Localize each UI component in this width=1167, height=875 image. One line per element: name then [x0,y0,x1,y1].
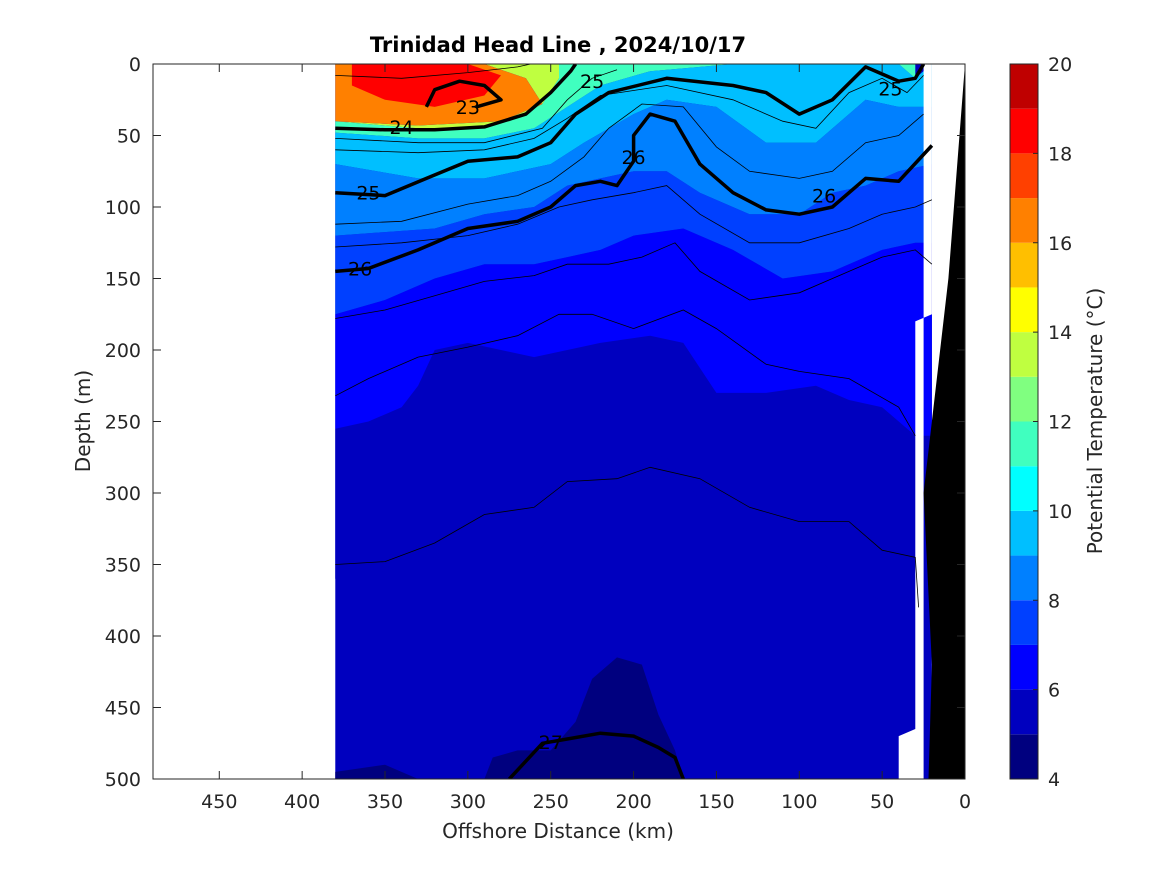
x-tick-label: 150 [698,791,734,813]
x-tick-label: 250 [533,791,569,813]
isopycnal-27 [508,731,685,779]
thin-contour [335,242,933,319]
temperature-band [335,335,916,601]
x-tick-label: 450 [201,791,237,813]
colorbar-tick-label: 6 [1048,680,1060,702]
temperature-band [335,64,559,129]
chart-title: Trinidad Head Line , 2024/10/17 [370,33,746,57]
y-tick-label: 100 [105,197,141,219]
isopycnal-labels: 23 24 25 25 25 26 26 26 27 [348,71,902,754]
colorbar-segment [1010,64,1038,109]
colorbar-segment [1010,198,1038,243]
temperature-band [351,64,501,107]
isopycnal-label: 25 [878,78,902,100]
colorbar-tick-label: 18 [1048,143,1072,165]
colorbar-segment [1010,644,1038,690]
colorbar-tick-label: 4 [1048,769,1060,791]
isopycnal-label: 24 [389,117,413,139]
isopycnal-contours [335,64,934,779]
colorbar-segment [1010,287,1038,333]
thin-contour [335,69,618,144]
temperature-band [335,228,932,436]
colorbar-segment [1010,376,1038,422]
isopycnal-label: 26 [348,258,372,280]
colorbar-segment [1010,689,1038,735]
colorbar-tick-label: 16 [1048,233,1072,255]
thin-contour [335,466,919,608]
colorbar [1009,63,1039,780]
y-tick-label: 400 [105,626,141,648]
y-tick-label: 300 [105,483,141,505]
isopycnal-label: 25 [580,71,604,93]
y-tick-label: 500 [105,769,141,791]
thin-contour [335,309,916,437]
isopycnal-label: 23 [456,97,480,119]
colorbar-tick-label: 20 [1048,54,1072,76]
x-tick-label: 350 [367,791,403,813]
isopycnal-23 [424,79,503,109]
isopycnal-24 [335,64,578,132]
sea-floor [923,64,965,779]
isopycnal-26 [335,112,934,274]
temperature-band-cold [335,764,419,779]
y-tick-label: 200 [105,340,141,362]
seafloor-polygon [923,64,965,779]
colorbar-segment [1010,510,1038,556]
thin-contour [335,64,531,79]
colorbar-segment [1010,153,1038,199]
y-axis-ticks: 0 50 100 150 200 250 300 350 400 450 500 [105,54,965,791]
y-axis-label: Depth (m) [71,370,95,472]
x-tick-label: 300 [450,791,486,813]
y-tick-label: 350 [105,555,141,577]
colorbar-segment [1010,555,1038,601]
temperature-band [335,164,932,315]
y-tick-label: 450 [105,698,141,720]
x-axis-label: Offshore Distance (km) [442,819,674,843]
thin-contour [335,103,924,225]
colorbar-segment [1010,600,1038,645]
y-tick-label: 50 [117,126,141,148]
colorbar-segment [1010,332,1038,377]
x-tick-label: 100 [781,791,817,813]
colorbar-ticks: 4 6 8 10 12 14 16 18 20 [1033,54,1072,791]
colorbar-segment [1010,421,1038,467]
colorbar-tick-label: 12 [1048,412,1072,434]
colorbar-tick-label: 8 [1048,590,1060,612]
x-tick-label: 50 [870,791,894,813]
coastal-gap [898,64,932,779]
isopycnal-25 [335,64,926,198]
temperature-bands [335,64,932,779]
temperature-band-cold [484,657,684,779]
colorbar-segment [1010,242,1038,288]
colorbar-tick-label: 14 [1048,322,1072,344]
y-tick-label: 150 [105,269,141,291]
colorbar-tick-label: 10 [1048,501,1072,523]
isopycnal-label: 26 [812,186,836,208]
colorbar-segment [1010,466,1038,511]
thin-contour [335,75,924,154]
isopycnal-label: 27 [539,732,563,754]
colorbar-segment [1010,108,1038,154]
thin-contours [335,64,933,608]
colorbar-label: Potential Temperature (°C) [1083,288,1107,555]
colorbar-segment [1010,734,1038,779]
x-tick-label: 0 [959,791,971,813]
x-tick-label: 400 [284,791,320,813]
isopycnal-label: 25 [356,183,380,205]
x-tick-label: 200 [615,791,651,813]
thin-contour [335,185,933,248]
y-tick-label: 250 [105,412,141,434]
isopycnal-label: 26 [621,147,645,169]
y-tick-label: 0 [129,54,141,76]
x-axis-ticks: 450 400 350 300 250 200 150 100 50 0 [201,64,971,813]
